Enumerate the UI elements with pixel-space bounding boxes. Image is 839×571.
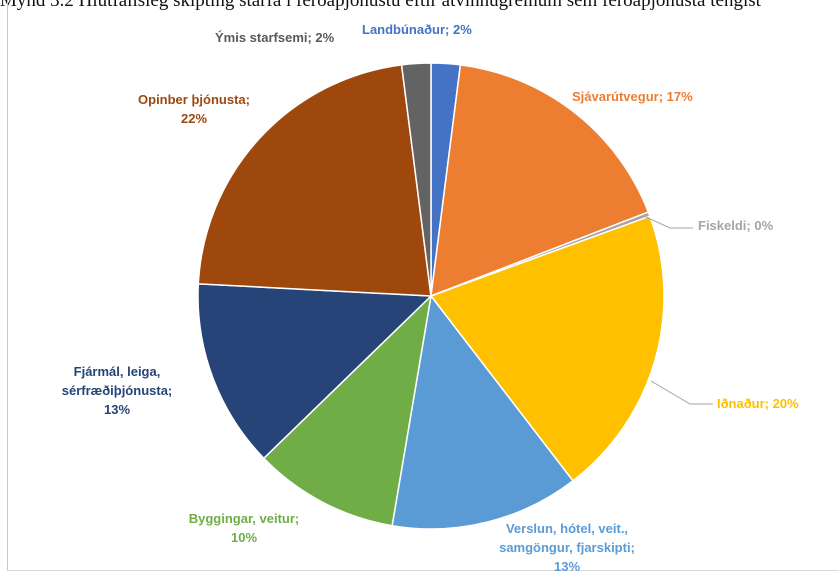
pie-slice-8 <box>197 64 432 297</box>
pie-slice-5 <box>391 294 574 530</box>
pie-slice-7 <box>197 283 433 460</box>
slice-label-9: Ýmis starfsemi; 2% <box>215 30 335 45</box>
slice-label-7: Fjármál, leiga, sérfræðiþjónusta; 13% <box>62 364 173 417</box>
slice-label-5: Verslun, hótel, veit., samgöngur, fjarski… <box>499 521 635 571</box>
pie-slice-6 <box>262 293 433 527</box>
header-text: Mynd 3.2 Hlutfallsleg skipting starfa í … <box>0 0 761 11</box>
pie-slice-4 <box>429 215 665 482</box>
slice-label-2: Sjávarútvegur; 17% <box>572 89 693 104</box>
pie-slice-2 <box>430 64 650 298</box>
slice-label-3: Fiskeldi; 0% <box>698 218 774 233</box>
slice-label-4: Iðnaður; 20% <box>717 396 799 411</box>
leader-line-3 <box>645 216 693 229</box>
slice-label-6: Byggingar, veitur; 10% <box>189 511 300 545</box>
left-border-line <box>7 0 8 571</box>
slice-label-1: Landbúnaður; 2% <box>362 22 472 37</box>
slice-label-8: Opinber þjónusta; 22% <box>138 92 250 126</box>
pie-slice-9 <box>400 62 432 297</box>
leader-line-4 <box>650 380 713 405</box>
